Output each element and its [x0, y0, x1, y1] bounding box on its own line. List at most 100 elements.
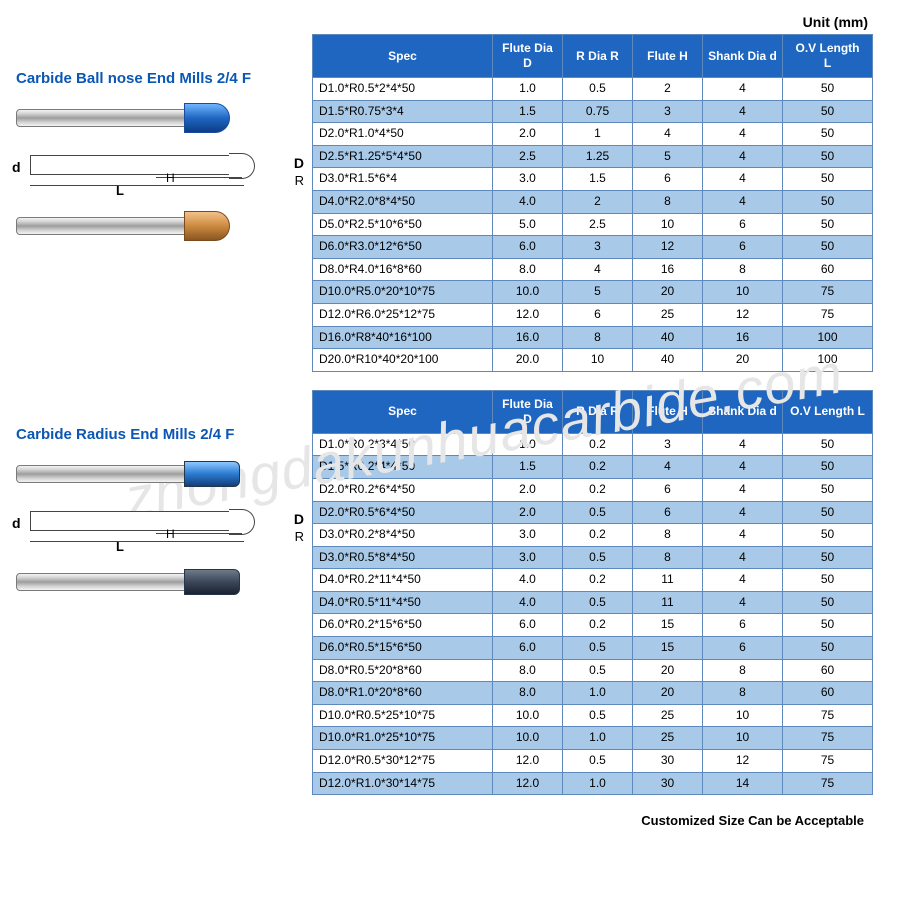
- footer-note: Customized Size Can be Acceptable: [16, 813, 864, 828]
- data-cell: 0.2: [563, 456, 633, 479]
- data-cell: 12.0: [493, 750, 563, 773]
- table-row: D4.0*R0.5*11*4*504.00.511450: [313, 591, 873, 614]
- data-cell: 25: [633, 727, 703, 750]
- data-cell: 0.5: [563, 591, 633, 614]
- data-cell: 4: [633, 123, 703, 146]
- spec-table: SpecFlute DiaDR Dia RFlute HShank Dia dO…: [312, 390, 873, 796]
- spec-cell: D4.0*R0.2*11*4*50: [313, 569, 493, 592]
- data-cell: 0.5: [563, 750, 633, 773]
- data-cell: 4: [703, 145, 783, 168]
- data-cell: 8: [633, 524, 703, 547]
- table-row: D6.0*R0.2*15*6*506.00.215650: [313, 614, 873, 637]
- table-row: D12.0*R6.0*25*12*7512.06251275: [313, 303, 873, 326]
- data-cell: 4: [703, 501, 783, 524]
- spec-cell: D1.0*R0.2*3*4*50: [313, 433, 493, 456]
- data-cell: 10.0: [493, 704, 563, 727]
- table-row: D4.0*R2.0*8*4*504.028450: [313, 190, 873, 213]
- spec-cell: D10.0*R5.0*20*10*75: [313, 281, 493, 304]
- data-cell: 4: [703, 569, 783, 592]
- data-cell: 8.0: [493, 659, 563, 682]
- data-cell: 60: [783, 258, 873, 281]
- spec-cell: D1.5*R0.75*3*4: [313, 100, 493, 123]
- data-cell: 1.0: [563, 772, 633, 795]
- spec-cell: D2.0*R1.0*4*50: [313, 123, 493, 146]
- table-header: R Dia R: [563, 35, 633, 78]
- data-cell: 15: [633, 614, 703, 637]
- spec-table: SpecFlute DiaDR Dia RFlute HShank Dia dO…: [312, 34, 873, 372]
- data-cell: 4: [563, 258, 633, 281]
- table-row: D8.0*R4.0*16*8*608.0416860: [313, 258, 873, 281]
- data-cell: 10: [633, 213, 703, 236]
- data-cell: 6: [703, 236, 783, 259]
- data-cell: 50: [783, 637, 873, 660]
- spec-cell: D10.0*R0.5*25*10*75: [313, 704, 493, 727]
- table-row: D4.0*R0.2*11*4*504.00.211450: [313, 569, 873, 592]
- data-cell: 3.0: [493, 168, 563, 191]
- data-cell: 4: [703, 478, 783, 501]
- data-cell: 6.0: [493, 614, 563, 637]
- data-cell: 8: [703, 659, 783, 682]
- data-cell: 75: [783, 303, 873, 326]
- data-cell: 50: [783, 478, 873, 501]
- data-cell: 20: [633, 281, 703, 304]
- table-row: D2.5*R1.25*5*4*502.51.255450: [313, 145, 873, 168]
- data-cell: 0.2: [563, 478, 633, 501]
- data-cell: 12: [633, 236, 703, 259]
- spec-cell: D2.5*R1.25*5*4*50: [313, 145, 493, 168]
- data-cell: 12.0: [493, 772, 563, 795]
- table-row: D8.0*R0.5*20*8*608.00.520860: [313, 659, 873, 682]
- data-cell: 16.0: [493, 326, 563, 349]
- data-cell: 10: [703, 281, 783, 304]
- table-header: O.V Length L: [783, 390, 873, 433]
- section-title: Carbide Ball nose End Mills 2/4 F: [16, 70, 306, 87]
- data-cell: 100: [783, 349, 873, 372]
- spec-cell: D3.0*R0.2*8*4*50: [313, 524, 493, 547]
- data-cell: 1.5: [563, 168, 633, 191]
- data-cell: 14: [703, 772, 783, 795]
- table-row: D2.0*R0.2*6*4*502.00.26450: [313, 478, 873, 501]
- data-cell: 50: [783, 123, 873, 146]
- section-title: Carbide Radius End Mills 2/4 F: [16, 426, 306, 443]
- data-cell: 50: [783, 524, 873, 547]
- data-cell: 8: [633, 546, 703, 569]
- data-cell: 10: [703, 704, 783, 727]
- spec-cell: D12.0*R6.0*25*12*75: [313, 303, 493, 326]
- data-cell: 0.5: [563, 704, 633, 727]
- data-cell: 4: [703, 123, 783, 146]
- data-cell: 50: [783, 591, 873, 614]
- table-row: D2.0*R0.5*6*4*502.00.56450: [313, 501, 873, 524]
- data-cell: 16: [633, 258, 703, 281]
- spec-cell: D6.0*R3.0*12*6*50: [313, 236, 493, 259]
- data-cell: 6: [633, 501, 703, 524]
- data-cell: 2.0: [493, 478, 563, 501]
- data-cell: 3: [563, 236, 633, 259]
- dimension-schematic: dDRHL: [16, 141, 276, 197]
- spec-cell: D12.0*R1.0*30*14*75: [313, 772, 493, 795]
- table-header: Spec: [313, 390, 493, 433]
- dimension-schematic: dDRHL: [16, 497, 276, 553]
- spec-cell: D3.0*R0.5*8*4*50: [313, 546, 493, 569]
- data-cell: 4: [703, 168, 783, 191]
- data-cell: 5.0: [493, 213, 563, 236]
- data-cell: 50: [783, 614, 873, 637]
- data-cell: 15: [633, 637, 703, 660]
- table-row: D1.0*R0.5*2*4*501.00.52450: [313, 78, 873, 101]
- spec-cell: D3.0*R1.5*6*4: [313, 168, 493, 191]
- data-cell: 60: [783, 659, 873, 682]
- spec-cell: D6.0*R0.2*15*6*50: [313, 614, 493, 637]
- data-cell: 1.25: [563, 145, 633, 168]
- data-cell: 4: [703, 78, 783, 101]
- table-header: Flute DiaD: [493, 35, 563, 78]
- spec-cell: D16.0*R8*40*16*100: [313, 326, 493, 349]
- data-cell: 4.0: [493, 569, 563, 592]
- data-cell: 20.0: [493, 349, 563, 372]
- table-row: D6.0*R3.0*12*6*506.0312650: [313, 236, 873, 259]
- table-header: R Dia R: [563, 390, 633, 433]
- data-cell: 8: [703, 258, 783, 281]
- table-header: Shank Dia d: [703, 35, 783, 78]
- table-header: Shank Dia d: [703, 390, 783, 433]
- data-cell: 1.0: [493, 78, 563, 101]
- data-cell: 2.5: [493, 145, 563, 168]
- data-cell: 6: [703, 614, 783, 637]
- table-row: D10.0*R5.0*20*10*7510.05201075: [313, 281, 873, 304]
